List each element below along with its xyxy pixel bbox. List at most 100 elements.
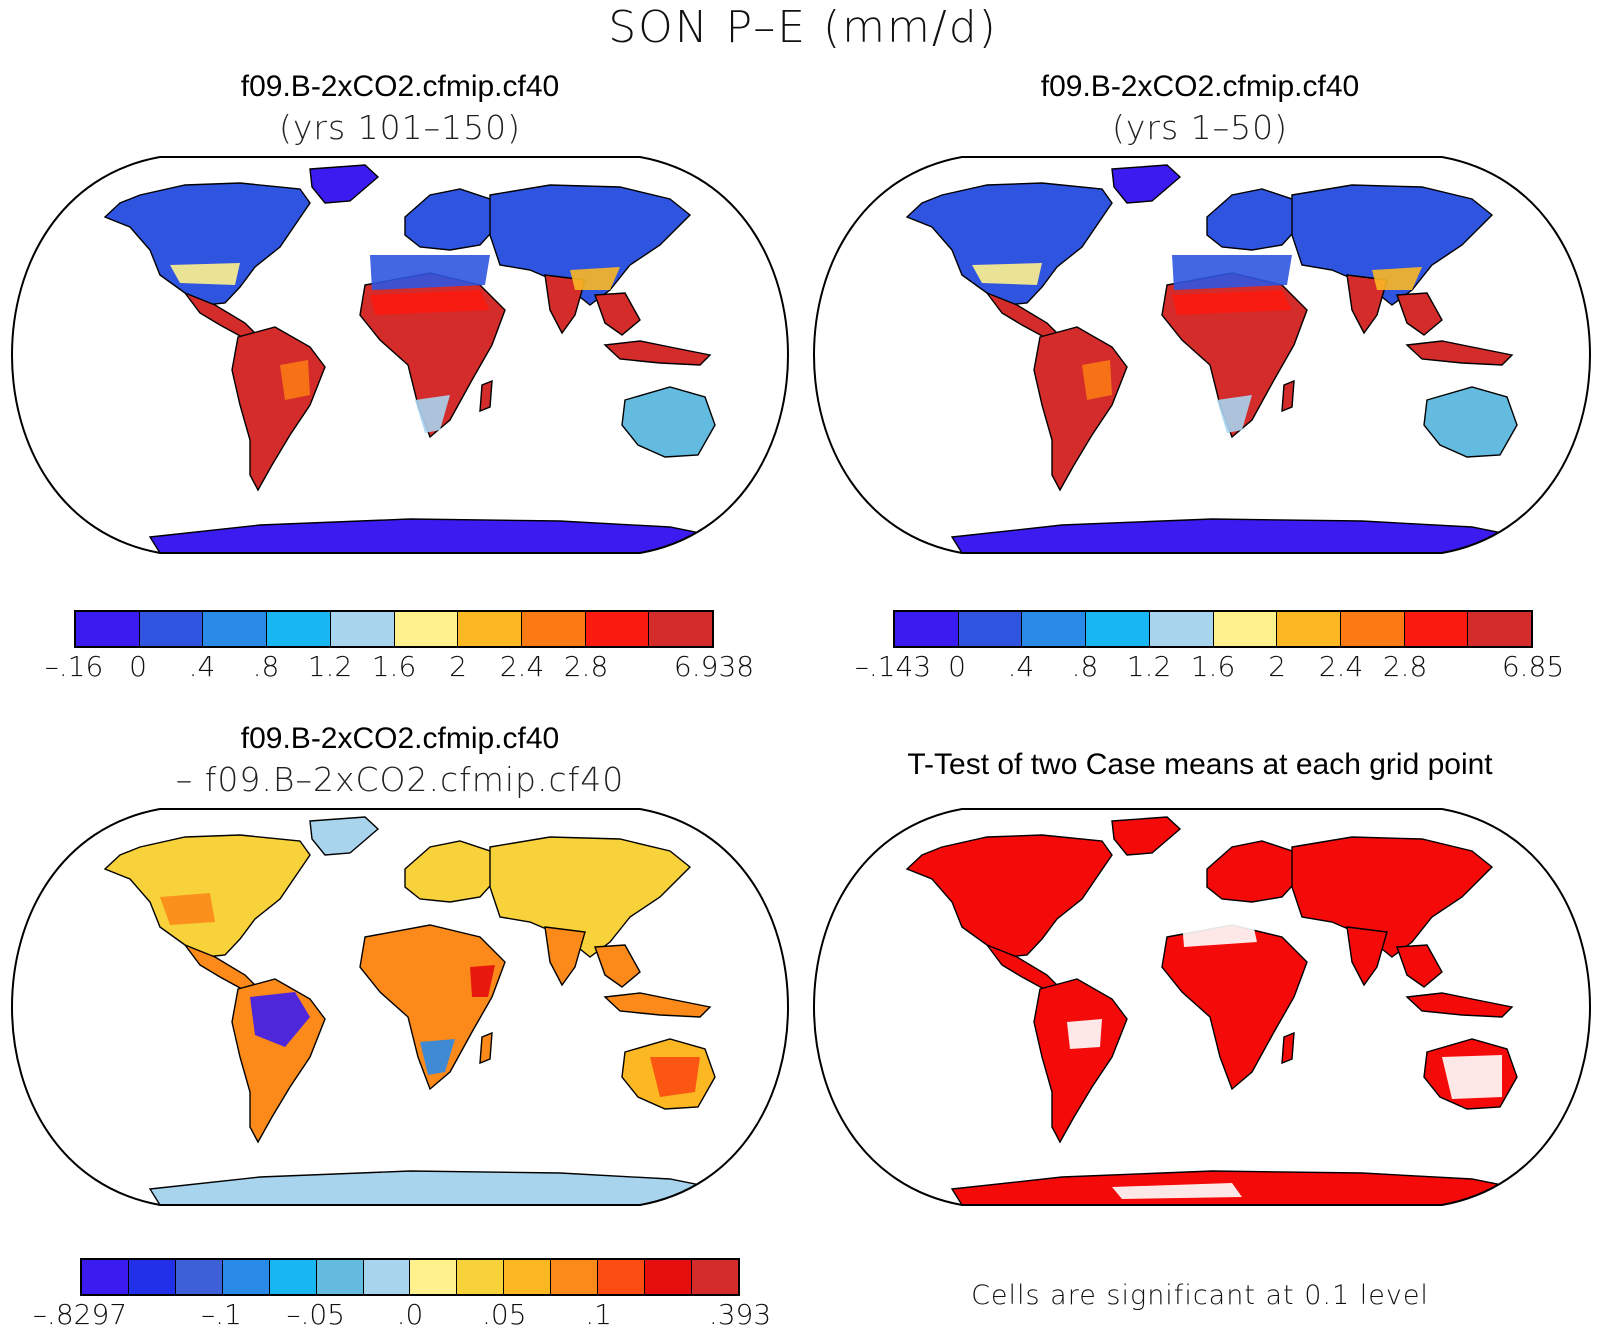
field-amazon-east — [280, 360, 310, 400]
colorbar-swatch — [1340, 612, 1405, 646]
field-us-south — [972, 263, 1042, 285]
colorbar-tick-label: –.1 — [201, 1298, 242, 1331]
land-se-asia — [594, 292, 641, 336]
colorbar-tick-label: .4 — [188, 650, 216, 683]
colorbar-tick-label: 2.8 — [563, 650, 609, 683]
colorbar-tick-label: .8 — [1071, 650, 1099, 683]
land-indonesia — [1405, 992, 1514, 1018]
colorbar-swatch — [139, 612, 204, 646]
colorbar-swatch — [458, 612, 522, 646]
field-australia-gap — [1442, 1055, 1502, 1099]
panel-case2-subtitle: (yrs 1–50) — [1111, 108, 1288, 147]
panel-case2-title: f09.B-2xCO2.cfmip.cf40 — [1040, 70, 1360, 103]
field-e-africa-wet — [470, 965, 495, 997]
field-amazon-gap — [1067, 1019, 1102, 1049]
colorbar-swatch — [1404, 612, 1469, 646]
field-sahara-band — [370, 290, 490, 315]
colorbar-tick-label: 2.8 — [1382, 650, 1428, 683]
colorbar-swatch — [645, 1260, 692, 1294]
land-asia — [489, 836, 692, 958]
panel-case1-title: f09.B-2xCO2.cfmip.cf40 — [240, 70, 560, 103]
land-se-asia — [1396, 944, 1443, 988]
land-greenland — [1111, 816, 1182, 856]
land-se-asia — [1396, 292, 1443, 336]
colorbar-case2 — [893, 610, 1533, 648]
land-greenland — [309, 164, 380, 204]
land-indonesia — [1405, 340, 1514, 366]
field-us-south — [170, 263, 240, 285]
colorbar-difference-ticks: –.8297 –.1 –.05 .0 .05 .1 .393 — [33, 1298, 771, 1334]
colorbar-tick-label: .8 — [252, 650, 280, 683]
field-australia-mix — [650, 1057, 700, 1097]
field-s-africa — [415, 395, 450, 433]
panel-difference-subtitle: – f09.B–2xCO2.cfmip.cf40 — [175, 760, 625, 799]
land-india — [1346, 926, 1388, 987]
colorbar-case2-ticks: –.143 0 .4 .8 1.2 1.6 2 2.4 2.8 6.85 — [855, 650, 1564, 686]
land-africa — [1161, 924, 1308, 1091]
colorbar-tick-label: 2 — [1268, 650, 1286, 683]
field-sahara-gap — [1182, 919, 1257, 947]
field-sahara — [370, 255, 490, 290]
colorbar-swatch — [203, 612, 268, 646]
land-madagascar — [479, 379, 493, 413]
land-antarctica — [950, 518, 1533, 553]
field-us-mix — [160, 893, 215, 925]
land-north-america — [905, 834, 1113, 958]
map-case1 — [10, 156, 790, 554]
land-asia — [1291, 184, 1494, 306]
land-australia — [1423, 386, 1518, 458]
map-difference — [10, 808, 790, 1206]
colorbar-tick-label: 2.4 — [1318, 650, 1364, 683]
land-africa — [359, 924, 506, 1091]
colorbar-swatch — [504, 1260, 552, 1294]
land-greenland — [309, 816, 380, 856]
colorbar-swatch — [222, 1260, 270, 1294]
colorbar-tick-label: 1.2 — [307, 650, 353, 683]
colorbar-tick-label: .1 — [585, 1298, 612, 1331]
colorbar-tick-label: –.143 — [854, 650, 932, 683]
colorbar-swatch — [585, 612, 650, 646]
colorbar-swatch — [649, 612, 713, 646]
colorbar-tick-label: 2 — [449, 650, 467, 683]
field-antarctica-gap — [1112, 1183, 1242, 1199]
field-amazon-dry — [250, 992, 310, 1047]
colorbar-swatch — [691, 1260, 738, 1294]
colorbar-swatch — [895, 612, 959, 646]
colorbar-tick-label: .4 — [1007, 650, 1035, 683]
field-s-africa — [1217, 395, 1252, 433]
colorbar-swatch — [175, 1260, 223, 1294]
land-india — [544, 926, 586, 987]
map-frame — [812, 156, 1592, 554]
colorbar-tick-label: –.05 — [286, 1298, 345, 1331]
field-s-africa-dry — [420, 1039, 455, 1075]
land-north-america — [905, 182, 1113, 306]
land-indonesia — [603, 992, 712, 1018]
panel-ttest-title: T-Test of two Case means at each grid po… — [907, 748, 1493, 781]
colorbar-tick-label: 1.6 — [1190, 650, 1236, 683]
land-madagascar — [479, 1031, 493, 1065]
land-madagascar — [1281, 1031, 1295, 1065]
colorbar-swatch — [267, 612, 331, 646]
colorbar-tick-label: –.8297 — [32, 1298, 128, 1331]
colorbar-swatch — [76, 612, 140, 646]
land-antarctica — [148, 1170, 731, 1205]
colorbar-swatch — [1468, 612, 1532, 646]
colorbar-tick-label: .05 — [482, 1298, 527, 1331]
colorbar-tick-label: 0 — [948, 650, 966, 683]
field-china-south — [1372, 267, 1422, 290]
field-sahara — [1172, 255, 1292, 290]
land-south-america — [1033, 978, 1128, 1144]
colorbar-swatch — [551, 1260, 599, 1294]
colorbar-swatch — [598, 1260, 646, 1294]
land-antarctica — [148, 518, 731, 553]
colorbar-tick-label: 1.6 — [371, 650, 417, 683]
colorbar-tick-label: 6.85 — [1501, 650, 1565, 683]
land-antarctica — [950, 1170, 1533, 1205]
colorbar-tick-label: 0 — [129, 650, 147, 683]
panel-case1-subtitle: (yrs 101–150) — [278, 108, 521, 147]
colorbar-swatch — [1277, 612, 1341, 646]
colorbar-swatch — [82, 1260, 129, 1294]
land-australia — [621, 386, 716, 458]
map-case2 — [812, 156, 1592, 554]
colorbar-tick-label: .393 — [708, 1298, 772, 1331]
